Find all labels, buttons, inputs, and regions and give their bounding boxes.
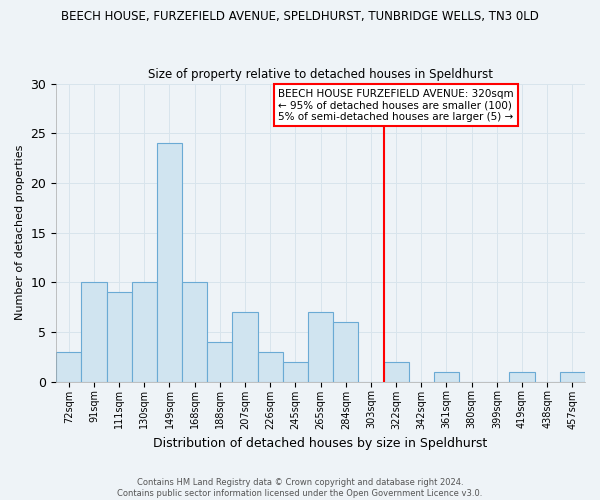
Text: BEECH HOUSE FURZEFIELD AVENUE: 320sqm
← 95% of detached houses are smaller (100): BEECH HOUSE FURZEFIELD AVENUE: 320sqm ← … [278, 88, 514, 122]
Bar [560, 372, 585, 382]
Bar [132, 282, 157, 382]
X-axis label: Distribution of detached houses by size in Speldhurst: Distribution of detached houses by size … [154, 437, 488, 450]
Bar [257, 352, 283, 382]
Bar [283, 362, 308, 382]
Bar [232, 312, 257, 382]
Bar [308, 312, 333, 382]
Y-axis label: Number of detached properties: Number of detached properties [15, 145, 25, 320]
Bar [182, 282, 207, 382]
Title: Size of property relative to detached houses in Speldhurst: Size of property relative to detached ho… [148, 68, 493, 81]
Text: Contains HM Land Registry data © Crown copyright and database right 2024.
Contai: Contains HM Land Registry data © Crown c… [118, 478, 482, 498]
Bar [157, 143, 182, 382]
Bar [509, 372, 535, 382]
Text: BEECH HOUSE, FURZEFIELD AVENUE, SPELDHURST, TUNBRIDGE WELLS, TN3 0LD: BEECH HOUSE, FURZEFIELD AVENUE, SPELDHUR… [61, 10, 539, 23]
Bar [107, 292, 132, 382]
Bar [333, 322, 358, 382]
Bar [207, 342, 232, 382]
Bar [383, 362, 409, 382]
Bar [434, 372, 459, 382]
Bar [82, 282, 107, 382]
Bar [56, 352, 82, 382]
